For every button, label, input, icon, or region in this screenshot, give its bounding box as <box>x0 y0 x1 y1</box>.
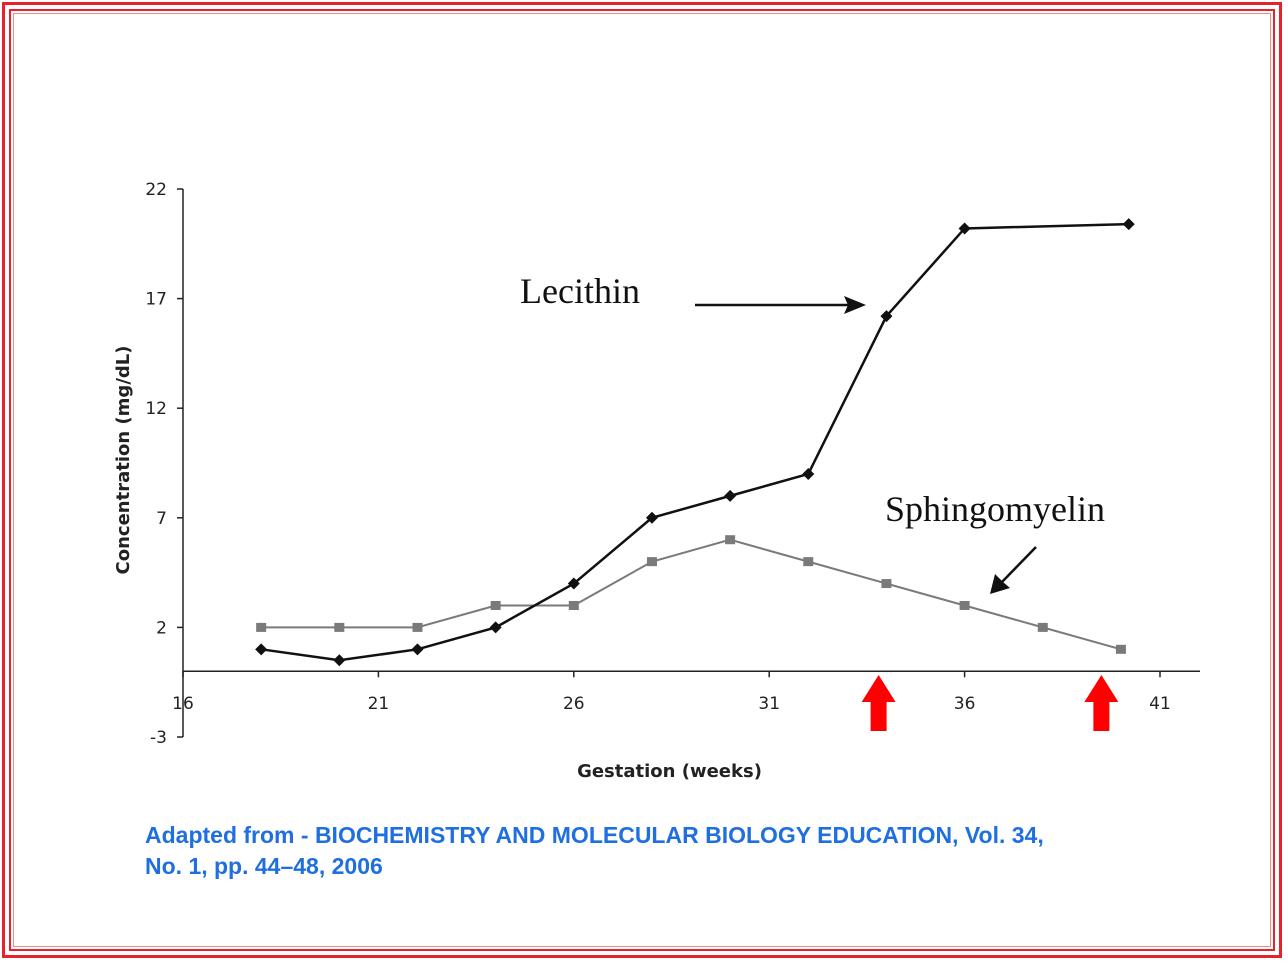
sphingomyelin-point <box>646 557 657 567</box>
sphingomyelin-point <box>959 600 970 610</box>
chart-axes: 22 17 12 7 2 -316 21 26 31 36 41 Gestation (weeks) C… <box>113 180 1200 782</box>
y-tick-label: 22 <box>145 180 167 200</box>
x-tick-label: 36 <box>954 694 976 714</box>
sphingomyelin-point <box>1115 644 1126 654</box>
x-axis-title: Gestation (weeks) <box>577 761 762 782</box>
sphingomyelin-pointer-line <box>999 546 1037 585</box>
y-tick-label: 17 <box>145 290 167 310</box>
x-tick-label: 41 <box>1149 694 1171 714</box>
sphingomyelin-point <box>334 622 345 632</box>
caption-line-2: No. 1, pp. 44–48, 2006 <box>145 853 383 879</box>
lecithin-point <box>880 310 893 323</box>
inner-thin-border <box>13 13 1271 947</box>
x-tick-label: 16 <box>172 694 194 714</box>
lecithin-point <box>802 467 815 480</box>
sphingomyelin-point <box>256 622 267 632</box>
series-line-lecithin <box>260 222 1129 662</box>
y-axis-title: Concentration (mg/dL) <box>113 346 134 575</box>
sphingomyelin-point <box>725 535 736 545</box>
y-tick-label: -3 <box>150 728 167 748</box>
lecithin-point <box>958 222 971 235</box>
chart-annotations: Lecithin Sphingomyelin <box>520 271 1105 594</box>
source-caption: Adapted from - BIOCHEMISTRY AND MOLECULA… <box>145 820 1205 882</box>
highlight-arrows <box>861 675 1119 731</box>
lecithin-point <box>489 621 502 634</box>
lecithin-pointer-arrowhead <box>844 296 866 314</box>
x-tick-label: 26 <box>563 694 585 714</box>
lecithin-point <box>724 489 737 502</box>
y-tick-label: 2 <box>156 618 167 638</box>
sphingomyelin-point <box>568 600 579 610</box>
lecithin-point <box>411 643 424 656</box>
lecithin-point <box>645 511 658 524</box>
lecithin-label: Lecithin <box>520 271 640 311</box>
sphingomyelin-label: Sphingomyelin <box>885 489 1105 529</box>
y-tick-label: 12 <box>145 399 167 419</box>
lecithin-point <box>567 577 580 590</box>
lecithin-point <box>1122 218 1135 231</box>
red-up-arrow-icon <box>1084 675 1119 731</box>
sphingomyelin-point <box>881 579 892 589</box>
series-line-sphingomyelin <box>261 538 1122 651</box>
lecithin-point <box>333 654 346 667</box>
inner-red-border <box>9 9 1275 951</box>
chart-series <box>255 218 1135 667</box>
sphingomyelin-point <box>412 622 423 632</box>
sphingomyelin-pointer-arrowhead <box>990 574 1010 594</box>
lecithin-point <box>255 643 268 656</box>
x-tick-label: 21 <box>368 694 390 714</box>
sphingomyelin-point <box>803 557 814 567</box>
caption-line-1: Adapted from - BIOCHEMISTRY AND MOLECULA… <box>145 822 1044 848</box>
x-tick-label: 31 <box>758 694 780 714</box>
sphingomyelin-point <box>1037 622 1048 632</box>
sphingomyelin-point <box>490 600 501 610</box>
red-up-arrow-icon <box>861 675 896 731</box>
y-tick-label: 7 <box>156 509 167 529</box>
